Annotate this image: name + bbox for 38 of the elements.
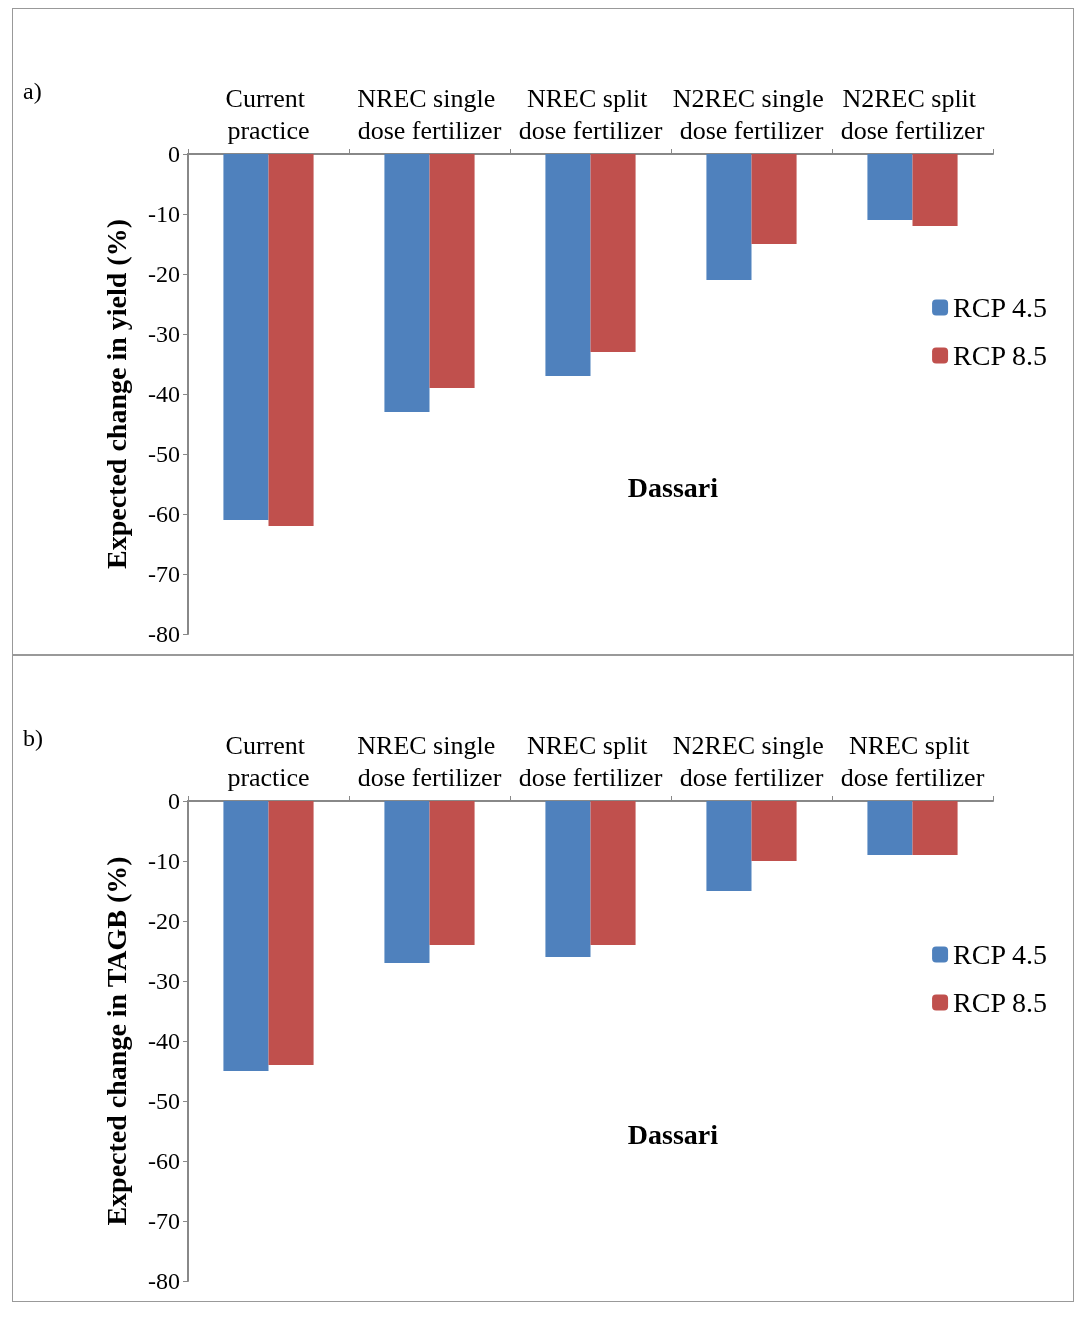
annotation: Dassari xyxy=(627,471,719,503)
y-tick-label: -50 xyxy=(148,441,180,467)
y-tick-label: -30 xyxy=(148,968,180,994)
y-tick-label: -10 xyxy=(148,848,180,874)
x-tick-label: NREC split dose fertilizer xyxy=(840,730,985,792)
text: b) xyxy=(23,725,43,751)
y-tick-label: -70 xyxy=(148,1208,180,1234)
y-tick-label: -40 xyxy=(148,381,180,407)
y-tick-label: -70 xyxy=(148,561,180,587)
x-tick-label: N2REC single dose fertilizer xyxy=(672,730,831,792)
y-tick-label: -20 xyxy=(148,908,180,934)
y-tick-label: -20 xyxy=(148,261,180,287)
x-tick-label: NREC single dose fertilizer xyxy=(357,730,502,792)
y-tick-label: -80 xyxy=(148,1268,180,1294)
y-axis-title: Expected change in yield (%) xyxy=(100,219,132,569)
y-tick-label: -60 xyxy=(148,501,180,527)
y-tick-label: -40 xyxy=(148,1028,180,1054)
x-tick-label: N2REC single dose fertilizer xyxy=(672,83,831,145)
legend-label: RCP 4.5 xyxy=(953,292,1047,323)
legend-label: RCP 8.5 xyxy=(953,340,1047,371)
text: a) xyxy=(23,78,42,104)
y-tick-label: -50 xyxy=(148,1088,180,1114)
x-tick-label: Current practice xyxy=(225,730,312,792)
annotation: Dassari xyxy=(627,1118,719,1150)
y-tick-label: 0 xyxy=(168,788,180,814)
x-tick-label: NREC split dose fertilizer xyxy=(518,730,663,792)
y-axis-title: Expected change in TAGB (%) xyxy=(100,856,132,1226)
y-tick-label: 0 xyxy=(168,141,180,167)
y-tick-label: -30 xyxy=(148,321,180,347)
x-tick-label: Current practice xyxy=(225,83,312,145)
x-tick-label: NREC split dose fertilizer xyxy=(518,83,663,145)
x-tick-label: N2REC split dose fertilizer xyxy=(840,83,985,145)
y-tick-label: -80 xyxy=(148,621,180,647)
x-tick-label: NREC single dose fertilizer xyxy=(357,83,502,145)
y-tick-label: -10 xyxy=(148,201,180,227)
y-tick-label: -60 xyxy=(148,1148,180,1174)
legend-label: RCP 4.5 xyxy=(953,939,1047,970)
legend-label: RCP 8.5 xyxy=(953,987,1047,1018)
